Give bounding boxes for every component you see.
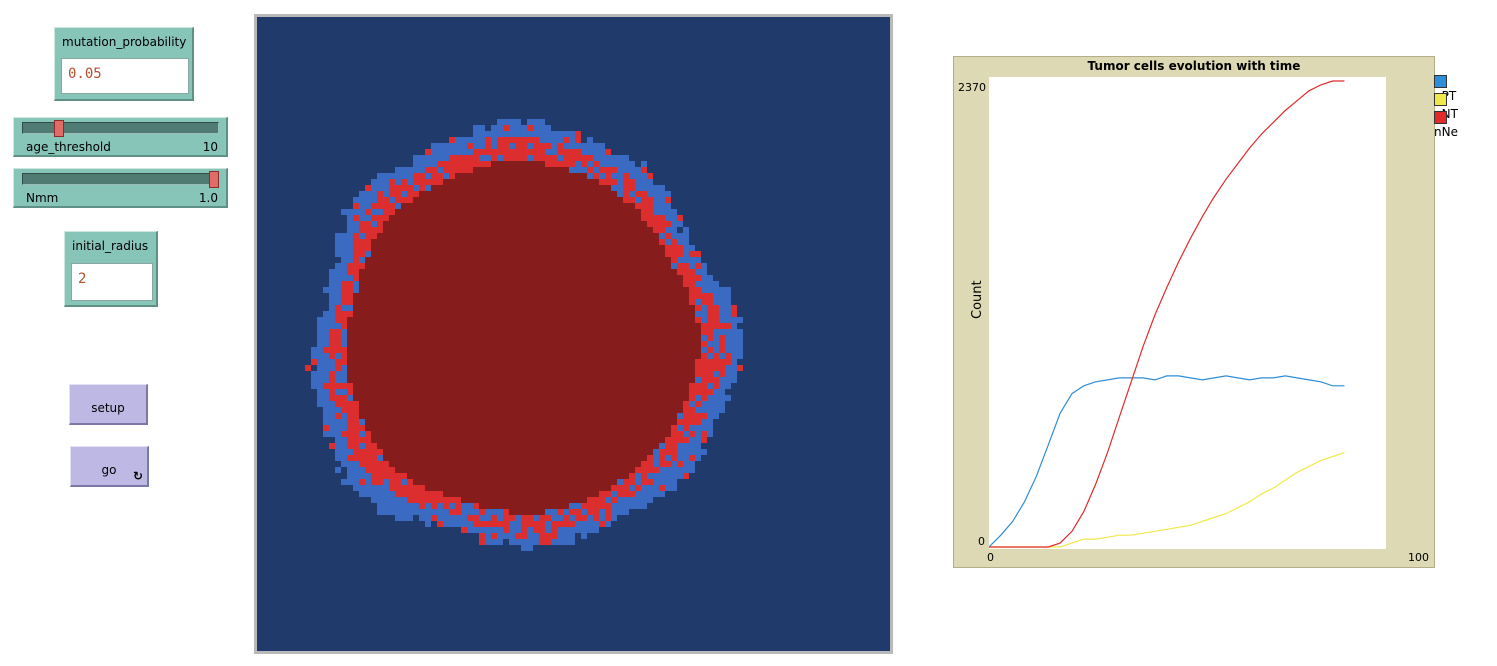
nmm-track[interactable]	[22, 173, 219, 185]
go-button[interactable]: go ↻	[70, 446, 149, 487]
setup-button[interactable]: setup	[69, 384, 148, 425]
x-tick-min: 0	[987, 551, 994, 564]
mutation-probability-input[interactable]: mutation_probability 0.05	[54, 27, 194, 101]
legend-item-nNe: nNe	[1434, 111, 1458, 139]
tumor-simulation-grid	[257, 17, 890, 651]
go-button-label: go	[101, 463, 117, 477]
mutation-probability-value[interactable]: 0.05	[61, 58, 189, 94]
legend-swatch	[1434, 93, 1447, 106]
age-threshold-track[interactable]	[22, 122, 219, 134]
world-view[interactable]	[254, 14, 893, 654]
initial-radius-input[interactable]: initial_radius 2	[64, 231, 158, 307]
nmm-label: Nmm	[26, 191, 59, 205]
legend-swatch	[1434, 111, 1447, 124]
plot-title: Tumor cells evolution with time	[1087, 59, 1301, 73]
age-threshold-slider[interactable]: age_threshold 10	[13, 117, 228, 157]
series-line-nNe	[989, 80, 1345, 548]
initial-radius-value[interactable]: 2	[71, 263, 153, 301]
initial-radius-label: initial_radius	[72, 239, 149, 253]
y-tick-min: 0	[978, 535, 985, 548]
y-axis-title: Count	[970, 280, 985, 319]
legend-swatch	[1434, 75, 1447, 88]
age-threshold-thumb[interactable]	[54, 120, 65, 137]
nmm-slider[interactable]: Nmm 1.0	[13, 168, 228, 208]
mutation-probability-label: mutation_probability	[62, 35, 187, 49]
nmm-value: 1.0	[198, 191, 218, 205]
forever-loop-icon: ↻	[132, 469, 143, 483]
plot-area	[988, 77, 1386, 549]
tumor-cells	[305, 119, 743, 551]
x-tick-max: 100	[1408, 551, 1429, 564]
setup-button-label: setup	[91, 401, 125, 415]
series-line-nNT	[989, 452, 1345, 548]
age-threshold-value: 10	[202, 140, 218, 154]
y-tick-max: 2370	[958, 81, 986, 94]
age-threshold-label: age_threshold	[26, 140, 111, 154]
nmm-thumb[interactable]	[209, 171, 219, 188]
series-line-nPT	[988, 375, 1345, 548]
legend-label: nNe	[1434, 125, 1458, 139]
tumor-evolution-plot: Tumor cells evolution with time Count 23…	[953, 56, 1458, 568]
